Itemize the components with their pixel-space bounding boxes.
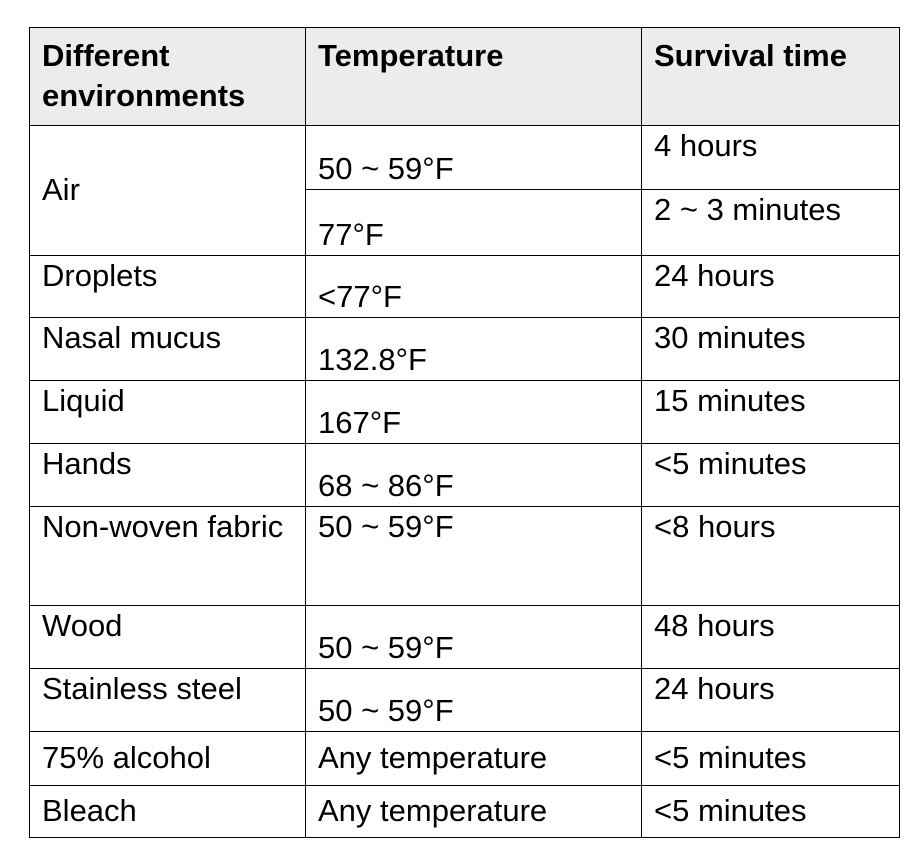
environment-cell: Bleach [29,785,306,838]
temperature-cell: 50 ~ 59°F [305,605,642,669]
table-row: Stainless steel 50 ~ 59°F 24 hours [29,668,900,732]
survival-time-cell: <5 minutes [641,731,900,786]
environment-cell: Droplets [29,255,306,318]
table-row: Air 50 ~ 59°F 4 hours [29,125,900,256]
temperature-cell: 132.8°F [305,317,642,381]
table-header-row: Different environments Temperature Survi… [29,27,900,126]
survival-time-cell: <5 minutes [641,785,900,838]
table-row: Droplets <77°F 24 hours [29,255,900,318]
temperature-cell: 50 ~ 59°F [305,668,642,732]
table-row: Bleach Any temperature <5 minutes [29,785,900,838]
survival-time-cell: <8 hours [641,506,900,606]
table-row: Hands 68 ~ 86°F <5 minutes [29,443,900,507]
survival-time-cell: 15 minutes [641,380,900,444]
environment-cell: Wood [29,605,306,669]
table-row: Non-woven fabric 50 ~ 59°F <8 hours [29,506,900,606]
environment-cell: Air [29,125,306,256]
temperature-cell: Any temperature [305,785,642,838]
environment-cell: Liquid [29,380,306,444]
survival-time-cell: 24 hours [641,668,900,732]
temperature-cell: 68 ~ 86°F [305,443,642,507]
header-temperature: Temperature [305,27,642,126]
temperature-cell: 77°F [305,189,642,256]
environment-cell: Non-woven fabric [29,506,306,606]
survival-time-cell: <5 minutes [641,443,900,507]
table-row: 75% alcohol Any temperature <5 minutes [29,731,900,786]
table-row: Wood 50 ~ 59°F 48 hours [29,605,900,669]
temperature-cell: 50 ~ 59°F [305,125,642,190]
temperature-cell: 50 ~ 59°F [305,506,642,606]
survival-time-cell: 30 minutes [641,317,900,381]
temperature-cell: 167°F [305,380,642,444]
survival-time-cell: 2 ~ 3 minutes [641,189,900,256]
environment-cell: 75% alcohol [29,731,306,786]
environment-cell: Stainless steel [29,668,306,732]
table-row: 77°F 2 ~ 3 minutes [30,189,900,256]
table-row: Liquid 167°F 15 minutes [29,380,900,444]
survival-time-table: Different environments Temperature Survi… [29,27,900,838]
table-row: Nasal mucus 132.8°F 30 minutes [29,317,900,381]
temperature-cell: <77°F [305,255,642,318]
header-survival-time: Survival time [641,27,900,126]
header-environments: Different environments [29,27,306,126]
survival-time-cell: 48 hours [641,605,900,669]
environment-cell: Nasal mucus [29,317,306,381]
temperature-cell: Any temperature [305,731,642,786]
environment-cell: Hands [29,443,306,507]
survival-time-cell: 24 hours [641,255,900,318]
survival-time-cell: 4 hours [641,125,900,190]
